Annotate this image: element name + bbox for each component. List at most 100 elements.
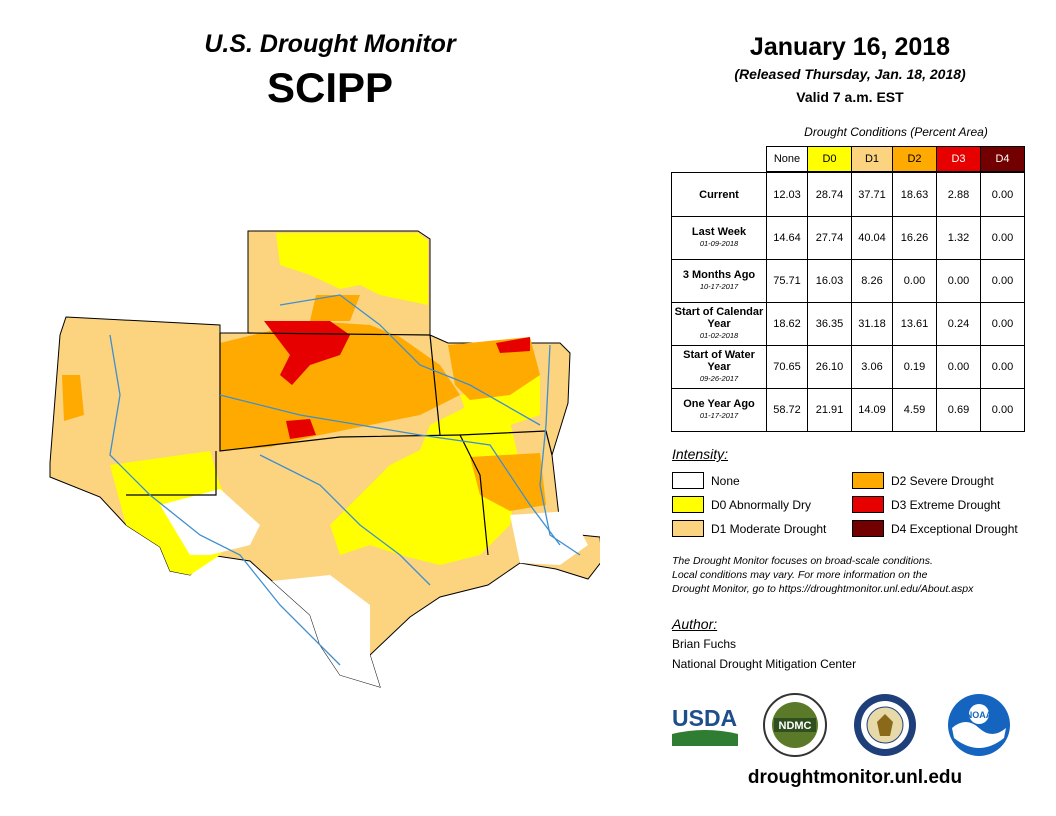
map-d0-kansas <box>276 233 428 305</box>
website-link[interactable]: droughtmonitor.unl.edu <box>747 767 963 788</box>
table-cell: 26.10 <box>807 345 852 389</box>
legend-swatch <box>852 496 884 513</box>
table-cell: 31.18 <box>851 302 893 346</box>
legend-label: D3 Extreme Drought <box>891 497 1001 512</box>
legend-label: D4 Exceptional Drought <box>891 521 1018 536</box>
table-cell: 14.64 <box>766 216 808 260</box>
col-header-d2: D2 <box>892 146 937 172</box>
col-header-d3: D3 <box>936 146 981 172</box>
legend-item-d3: D3 Extreme Drought <box>852 496 1000 513</box>
row-label: Start of Water Year 09-26-2017 <box>671 345 767 389</box>
disclaimer-note: The Drought Monitor focuses on broad-sca… <box>672 554 1052 596</box>
legend-item-none: None <box>672 472 740 489</box>
map-date: January 16, 2018 <box>749 33 951 61</box>
conditions-table: Current 12.03 28.74 37.71 18.63 2.88 0.0… <box>671 172 1025 432</box>
legend-label: D1 Moderate Drought <box>711 521 827 536</box>
table-cell: 14.09 <box>851 388 893 432</box>
usda-logo-hill <box>672 730 738 746</box>
ndmc-logo-text: NDMC <box>779 720 812 732</box>
col-header-d0: D0 <box>807 146 852 172</box>
col-header-none: None <box>766 146 808 172</box>
author-organization: National Drought Mitigation Center <box>672 657 857 671</box>
border-texas-louisiana <box>459 434 489 556</box>
table-cell: 0.00 <box>980 388 1025 432</box>
table-cell: 0.00 <box>936 345 981 389</box>
table-row: 3 Months Ago 10-17-2017 75.71 16.03 8.26 … <box>671 259 1025 303</box>
border-arkansas-oklahoma <box>429 334 441 436</box>
table-cell: 8.26 <box>851 259 893 303</box>
table-cell: 0.00 <box>980 172 1025 217</box>
table-cell: 58.72 <box>766 388 808 432</box>
ndmc-logo: NDMC <box>763 693 827 757</box>
map-d2-panhandle <box>220 321 460 451</box>
table-cell: 40.04 <box>851 216 893 260</box>
row-label: Current <box>671 172 767 217</box>
rivers <box>109 294 581 666</box>
map-d2-louisiana-north <box>470 453 546 511</box>
river-red <box>219 394 561 546</box>
border-texas-new-mexico <box>126 451 217 496</box>
map-none-south-texas <box>272 575 380 687</box>
river-arkansas <box>279 294 541 426</box>
valid-time: Valid 7 a.m. EST <box>796 89 904 105</box>
table-cell: 36.35 <box>807 302 852 346</box>
map-none-west-texas <box>160 489 260 555</box>
table-row: Start of Calendar Year 01-02-2018 18.62 3… <box>671 302 1025 346</box>
border-kansas-oklahoma <box>247 332 431 336</box>
table-cell: 12.03 <box>766 172 808 217</box>
table-cell: 28.74 <box>807 172 852 217</box>
map-none-louisiana <box>510 511 588 565</box>
map-d2-kansas <box>310 295 360 321</box>
drought-map <box>49 230 600 688</box>
table-cell: 2.88 <box>936 172 981 217</box>
region-title: SCIPP <box>266 64 394 111</box>
col-header-d1: D1 <box>851 146 893 172</box>
table-cell: 0.00 <box>980 345 1025 389</box>
author-heading: Author: <box>672 616 718 632</box>
category-header: None D0 D1 D2 D3 D4 <box>766 146 1025 172</box>
usda-logo-text: USDA <box>672 705 737 731</box>
note-line: Local conditions may vary. For more info… <box>672 569 928 581</box>
river-rio-grande <box>109 334 341 666</box>
map-d0-central <box>330 405 520 565</box>
table-row: Last Week 01-09-2018 14.64 27.74 40.04 16… <box>671 216 1025 260</box>
legend-swatch <box>852 472 884 489</box>
river-mississippi <box>539 344 581 556</box>
col-header-d4: D4 <box>980 146 1025 172</box>
table-cell: 13.61 <box>892 302 937 346</box>
table-cell: 21.91 <box>807 388 852 432</box>
table-row: Current 12.03 28.74 37.71 18.63 2.88 0.0… <box>671 172 1025 217</box>
table-row: Start of Water Year 09-26-2017 70.65 26.1… <box>671 345 1025 389</box>
page-title: U.S. Drought Monitor <box>204 30 456 58</box>
table-cell: 0.00 <box>936 259 981 303</box>
legend-swatch <box>852 520 884 537</box>
usace-seal <box>854 694 916 756</box>
region-outline <box>49 230 600 688</box>
table-cell: 4.59 <box>892 388 937 432</box>
legend-label: D0 Abnormally Dry <box>711 497 812 512</box>
table-cell: 0.00 <box>980 302 1025 346</box>
row-label: 3 Months Ago 10-17-2017 <box>671 259 767 303</box>
legend-swatch <box>672 496 704 513</box>
map-d3-panhandle-south <box>286 419 316 439</box>
table-cell: 75.71 <box>766 259 808 303</box>
usda-logo: USDA <box>672 705 738 746</box>
map-d2-nm-west <box>62 375 84 421</box>
table-cell: 0.24 <box>936 302 981 346</box>
table-row: One Year Ago 01-17-2017 58.72 21.91 14.09… <box>671 388 1025 432</box>
table-cell: 27.74 <box>807 216 852 260</box>
border-oklahoma-texas <box>219 333 461 452</box>
legend-item-d2: D2 Severe Drought <box>852 472 994 489</box>
map-d3-panhandle-north <box>264 321 350 385</box>
table-cell: 0.69 <box>936 388 981 432</box>
noaa-logo: NOAA <box>948 694 1010 756</box>
note-line: The Drought Monitor focuses on broad-sca… <box>672 555 933 567</box>
row-label: Last Week 01-09-2018 <box>671 216 767 260</box>
legend-title: Intensity: <box>672 446 729 462</box>
table-cell: 16.03 <box>807 259 852 303</box>
table-cell: 1.32 <box>936 216 981 260</box>
row-label: One Year Ago 01-17-2017 <box>671 388 767 432</box>
legend-item-d0: D0 Abnormally Dry <box>672 496 811 513</box>
table-cell: 18.63 <box>892 172 937 217</box>
legend-swatch <box>672 520 704 537</box>
